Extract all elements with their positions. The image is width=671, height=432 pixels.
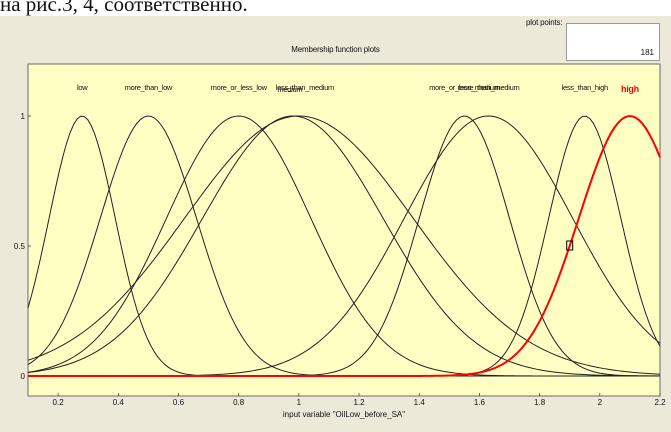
plot-area[interactable] — [27, 63, 661, 397]
x-tick-label: 1 — [297, 398, 302, 407]
caption-text: на рис.3, 4, соответственно. — [0, 0, 248, 16]
x-tick-label: 1.8 — [534, 398, 546, 407]
plot-title: Membership function plots — [291, 45, 380, 54]
x-axis-label: input variable "OilLow_before_SA" — [283, 410, 405, 419]
x-tick-label: 1.4 — [414, 398, 426, 407]
mf-curve-more-or-less-low[interactable] — [27, 115, 660, 377]
mf-label-more-or-less-low[interactable]: more_or_less_low — [211, 83, 268, 92]
mf-curve-high[interactable] — [28, 115, 661, 377]
mf-label-low[interactable]: low — [77, 83, 89, 92]
y-tick-label: 0.5 — [14, 242, 26, 251]
mf-label-less-than-medium[interactable]: less_than_medium — [276, 83, 335, 92]
mf-label-high[interactable]: high — [621, 84, 639, 94]
plot-points-input[interactable]: 181 — [566, 23, 660, 61]
mf-label-more-or-less-medium[interactable]: more_or_less_medium — [429, 83, 500, 92]
y-tick-label: 1 — [21, 112, 26, 121]
x-tick-label: 0.6 — [173, 398, 185, 407]
x-tick-label: 2 — [598, 398, 603, 407]
mf-label-more-than-low[interactable]: more_than_low — [125, 83, 174, 92]
x-tick-label: 0.4 — [113, 398, 125, 407]
mf-curve-medium[interactable] — [27, 115, 661, 375]
y-tick-label: 0 — [21, 372, 26, 381]
x-tick-label: 1.6 — [474, 398, 486, 407]
x-tick-label: 2.2 — [654, 398, 666, 407]
mf-label-more-than-medium[interactable]: more_than_medium — [458, 83, 520, 92]
plot-points-label: plot points: — [526, 18, 563, 27]
x-tick-label: 0.8 — [233, 398, 245, 407]
x-tick-label: 0.2 — [53, 398, 65, 407]
mf-label-medium[interactable]: medium — [277, 85, 302, 94]
mf-curve-less-than-medium[interactable] — [27, 115, 661, 377]
selection-handle[interactable] — [566, 240, 574, 251]
mf-label-less-than-high[interactable]: less_than_high — [562, 83, 609, 92]
x-tick-label: 1.2 — [353, 398, 365, 407]
